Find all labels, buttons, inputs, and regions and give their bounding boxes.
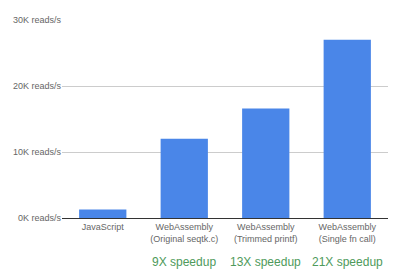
svg-text:30K reads/s: 30K reads/s: [13, 15, 62, 25]
svg-text:WebAssembly(Original seqtk.c): WebAssembly(Original seqtk.c): [150, 222, 218, 244]
svg-text:13X speedup: 13X speedup: [230, 255, 301, 269]
svg-text:20K reads/s: 20K reads/s: [13, 81, 62, 91]
svg-text:9X speedup: 9X speedup: [152, 255, 216, 269]
svg-text:21X speedup: 21X speedup: [312, 255, 383, 269]
svg-text:JavaScript: JavaScript: [82, 222, 125, 232]
svg-text:0K reads/s: 0K reads/s: [18, 213, 62, 223]
svg-text:WebAssembly(Single fn call): WebAssembly(Single fn call): [319, 222, 377, 244]
svg-text:10K reads/s: 10K reads/s: [13, 147, 62, 157]
svg-text:WebAssembly(Trimmed printf): WebAssembly(Trimmed printf): [234, 222, 298, 244]
